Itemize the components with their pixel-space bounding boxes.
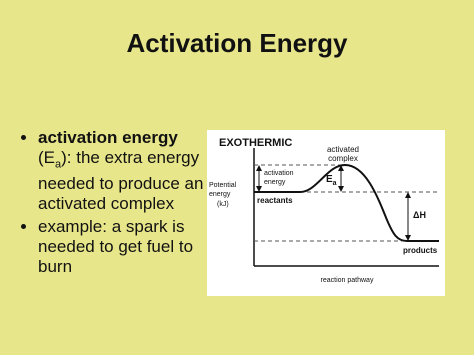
subscript: a <box>55 158 62 171</box>
y-axis-label: Potential <box>209 182 237 189</box>
energy-diagram: EXOTHERMIC activated complex Potential e… <box>207 130 445 296</box>
activation-label: activation <box>264 170 294 177</box>
text: example: a spark is needed to get fuel t… <box>38 217 194 277</box>
products-label: products <box>403 246 438 255</box>
peak-label: activated <box>327 145 359 154</box>
reactants-label: reactants <box>257 196 293 205</box>
text: (E <box>38 148 55 167</box>
ea-subscript: a <box>333 180 337 187</box>
peak-label: complex <box>328 154 358 163</box>
text: ): the extra energy needed to produce an… <box>38 148 204 214</box>
diagram-heading: EXOTHERMIC <box>219 137 292 149</box>
ea-label: Ea <box>326 174 337 187</box>
energy-curve <box>254 163 439 242</box>
bullet: activation energy(Ea): the extra energy … <box>38 128 228 214</box>
y-axis-label: energy <box>209 191 231 198</box>
slide-title: Activation Energy <box>126 28 348 58</box>
bullet-list: activation energy(Ea): the extra energy … <box>22 128 228 280</box>
x-axis-label: reaction pathway <box>321 277 374 284</box>
term: activation energy <box>38 128 178 147</box>
bullet: example: a spark is needed to get fuel t… <box>38 217 228 277</box>
activation-label: energy <box>264 179 286 186</box>
y-axis-label: (kJ) <box>217 201 229 208</box>
ea-letter: E <box>326 174 333 185</box>
delta-h-label: ΔH <box>413 210 426 220</box>
diagram-background <box>207 130 445 296</box>
